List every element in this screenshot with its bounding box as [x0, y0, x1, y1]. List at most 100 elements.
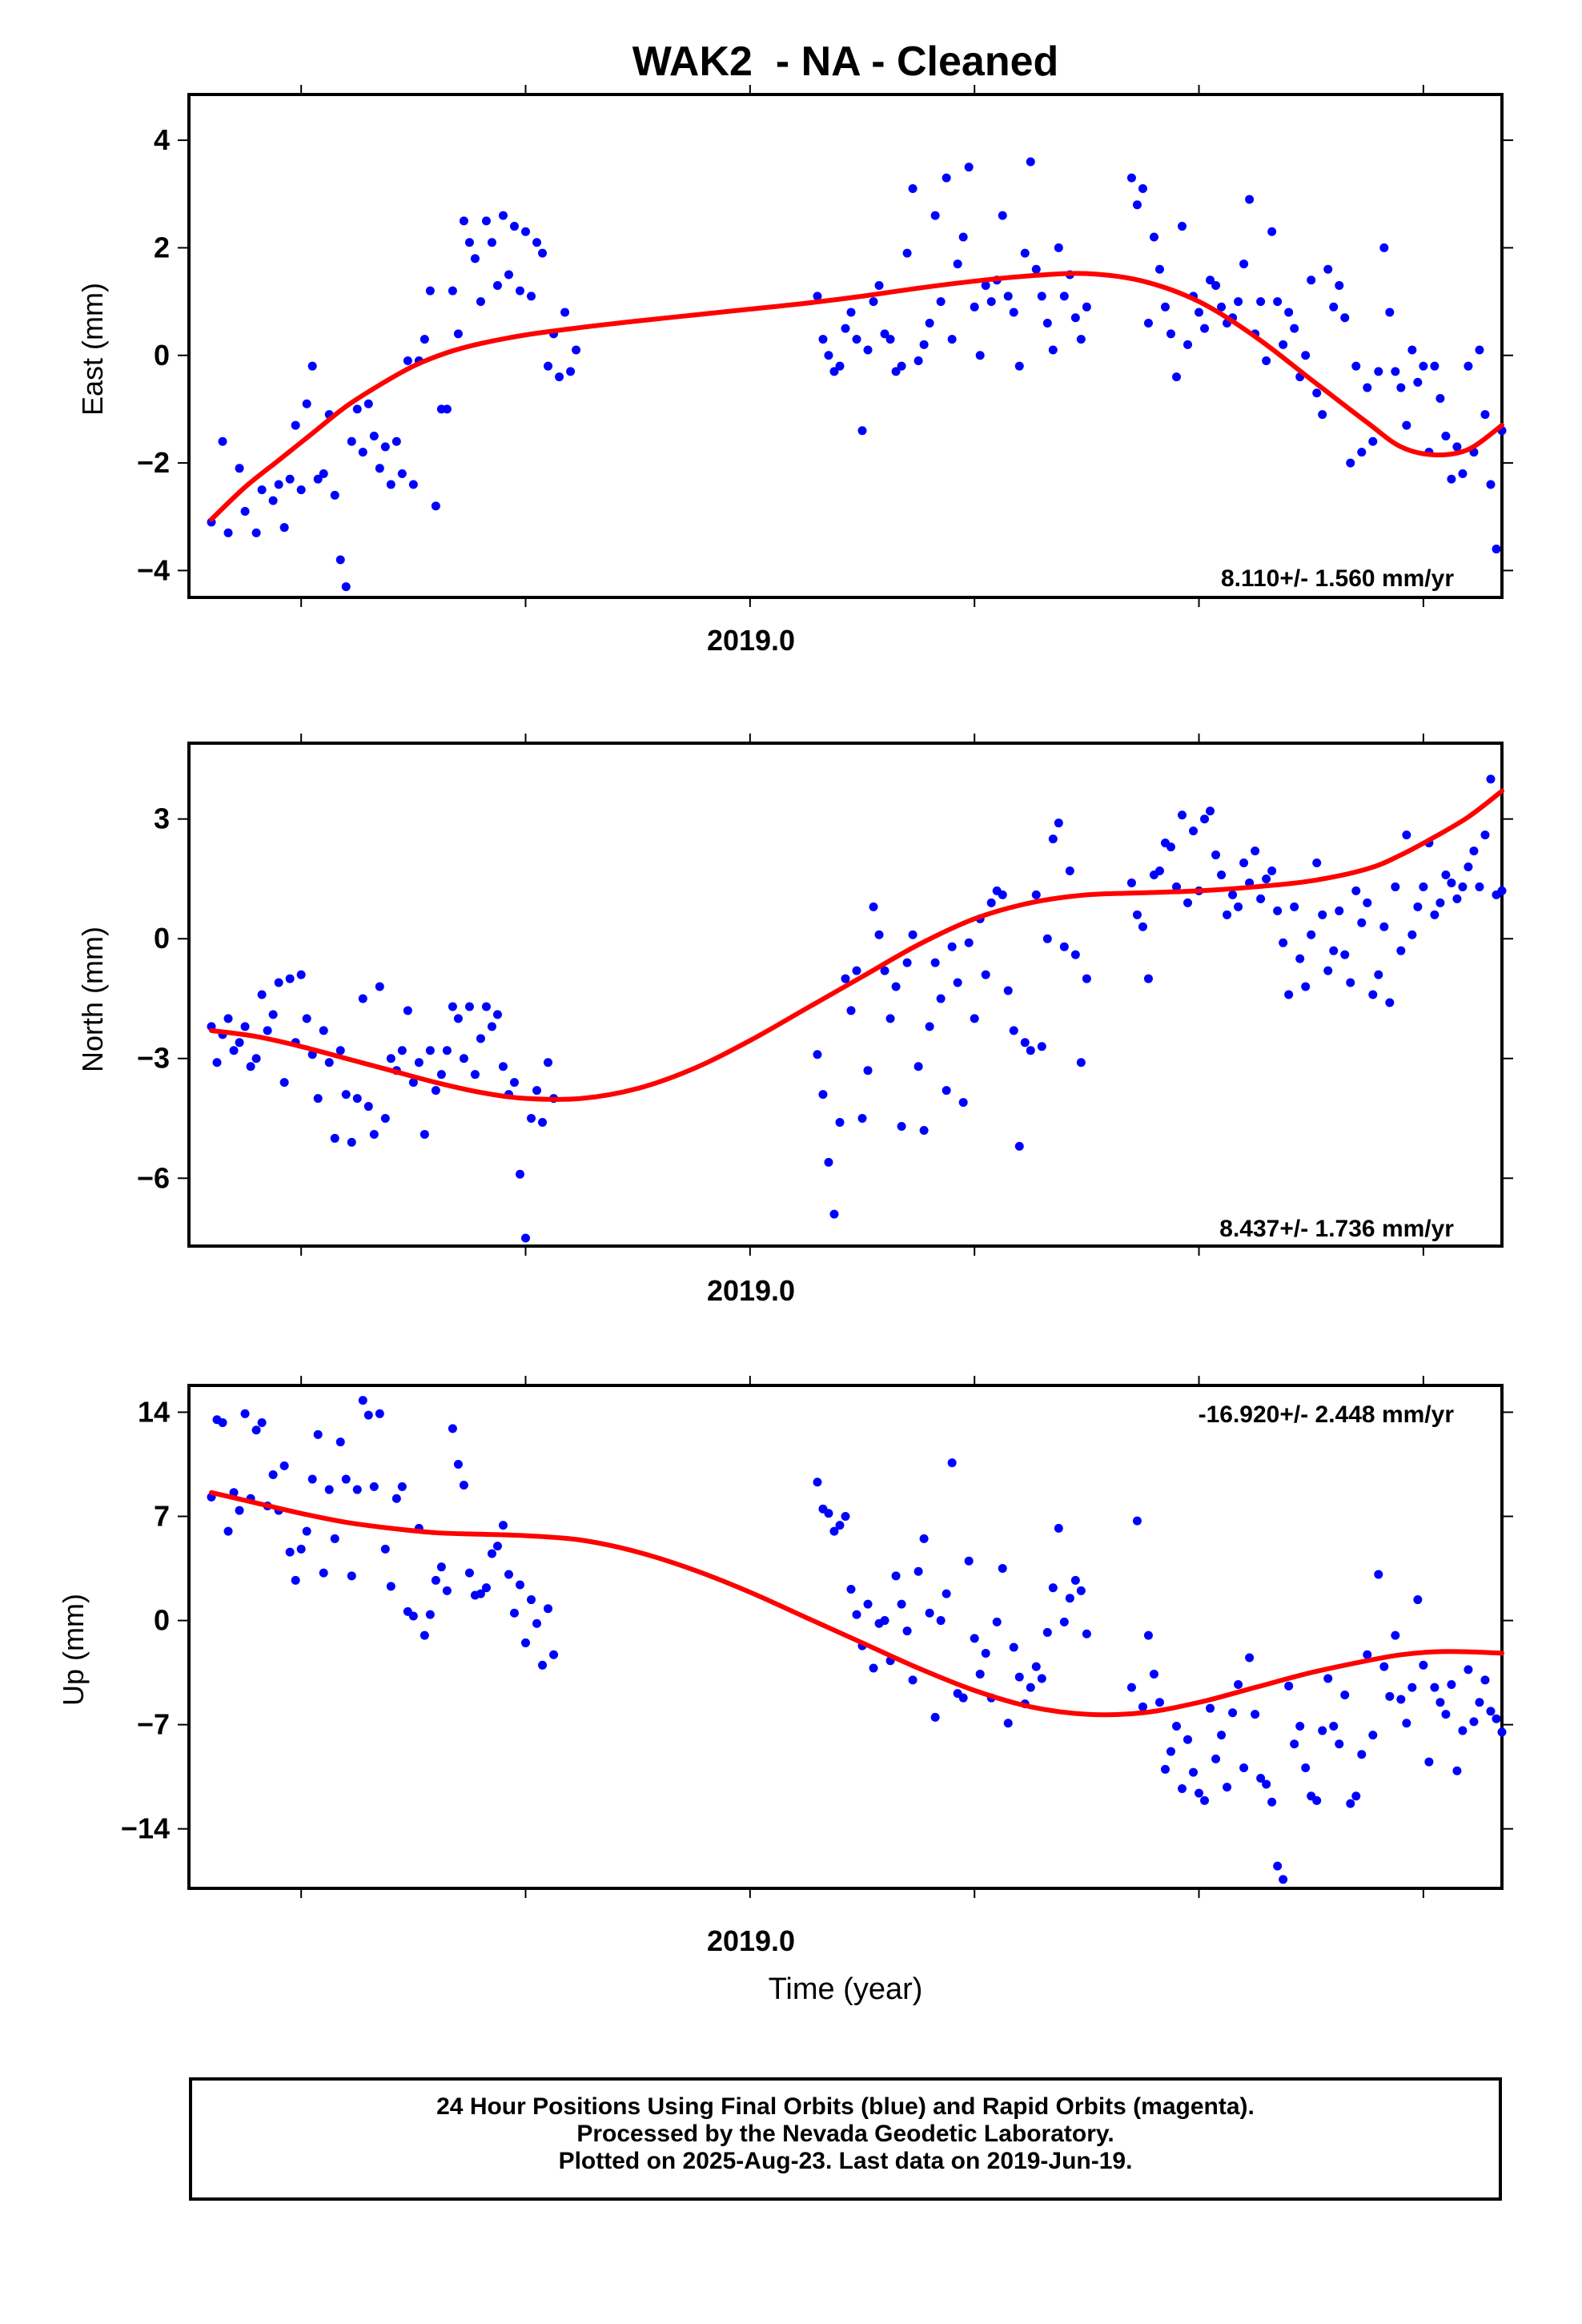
north-data-point: [1217, 870, 1227, 879]
north-data-point: [1054, 818, 1063, 828]
north-data-point: [857, 1114, 867, 1124]
up-data-point: [1195, 1788, 1204, 1798]
up-data-point: [1256, 1774, 1266, 1783]
east-data-point: [930, 211, 940, 220]
up-data-point: [1385, 1691, 1395, 1701]
north-data-point: [902, 958, 912, 967]
up-data-point: [1290, 1739, 1299, 1749]
north-data-point: [1262, 874, 1271, 883]
east-y-tick-label: −4: [137, 553, 170, 586]
up-data-point: [319, 1568, 328, 1578]
up-data-point: [341, 1474, 351, 1484]
north-data-point: [1351, 886, 1361, 895]
north-data-point: [1323, 966, 1333, 975]
north-data-point: [1464, 862, 1473, 872]
east-data-point: [835, 361, 845, 371]
east-data-point: [1492, 545, 1501, 554]
east-data-point: [498, 211, 508, 220]
up-data-point: [448, 1424, 457, 1433]
footer-note-box: 24 Hour Positions Using Final Orbits (bl…: [189, 2077, 1502, 2201]
north-data-point: [1267, 866, 1277, 875]
east-data-point: [516, 286, 525, 296]
north-data-point: [1368, 990, 1378, 999]
north-data-point: [274, 978, 283, 987]
east-data-point: [1441, 432, 1451, 441]
east-data-point: [1143, 318, 1153, 328]
north-data-point: [869, 902, 878, 911]
up-data-point: [1003, 1719, 1013, 1728]
north-data-point: [229, 1046, 239, 1055]
up-data-point: [1149, 1669, 1158, 1679]
up-data-point: [1014, 1672, 1024, 1682]
east-data-point: [1149, 232, 1158, 242]
up-data-point: [1351, 1791, 1361, 1801]
north-data-point: [1391, 882, 1400, 891]
up-data-point: [307, 1474, 317, 1484]
up-data-point: [975, 1669, 985, 1679]
east-data-point: [527, 292, 536, 301]
east-data-point: [1234, 297, 1243, 307]
up-data-point: [436, 1562, 446, 1572]
up-data-point: [352, 1485, 362, 1494]
north-data-point: [408, 1078, 418, 1088]
north-data-point: [958, 1098, 968, 1108]
up-data-point: [1357, 1750, 1367, 1759]
north-data-point: [313, 1094, 323, 1104]
north-data-point: [913, 1062, 923, 1072]
north-data-point: [268, 1010, 278, 1019]
north-data-point: [470, 1070, 480, 1080]
up-fit-curve: [209, 1490, 1504, 1718]
east-data-point: [1014, 361, 1024, 371]
north-data-point: [487, 1022, 496, 1031]
east-data-point: [268, 496, 278, 505]
east-data-point: [544, 361, 553, 371]
east-data-point: [1070, 313, 1080, 323]
east-data-point: [363, 399, 373, 408]
north-data-point: [386, 1054, 396, 1063]
up-data-point: [1217, 1731, 1227, 1740]
up-y-tick-label: −7: [137, 1708, 170, 1741]
up-data-point: [1301, 1763, 1311, 1773]
up-data-point: [992, 1617, 1002, 1626]
north-data-point: [223, 1014, 233, 1023]
north-data-point: [1312, 858, 1322, 868]
east-data-point: [285, 474, 295, 484]
east-data-point: [1217, 302, 1227, 312]
north-data-point: [240, 1022, 250, 1031]
up-data-point: [913, 1566, 923, 1576]
up-data-point: [1228, 1708, 1238, 1718]
up-data-point: [549, 1650, 559, 1659]
east-data-point: [1009, 308, 1018, 317]
north-data-point: [1082, 974, 1091, 983]
up-data-point: [1452, 1766, 1462, 1775]
up-data-point: [408, 1611, 418, 1621]
up-y-tick-label: 7: [154, 1500, 170, 1533]
up-data-point: [942, 1589, 951, 1598]
up-data-point: [1413, 1595, 1423, 1605]
east-data-point: [953, 259, 962, 269]
east-data-point: [1126, 173, 1136, 183]
north-data-point: [1031, 890, 1041, 899]
up-data-point: [358, 1396, 367, 1405]
east-data-point: [572, 345, 581, 355]
north-data-point: [358, 994, 367, 1003]
east-data-point: [1183, 340, 1193, 349]
east-data-point: [1273, 297, 1283, 307]
north-data-point: [998, 890, 1007, 899]
east-data-point: [1178, 222, 1187, 231]
up-data-point: [240, 1409, 250, 1418]
east-data-point: [852, 335, 861, 344]
north-data-point: [302, 1014, 311, 1023]
east-data-point: [1211, 280, 1221, 290]
north-data-point: [1126, 878, 1136, 887]
east-data-point: [313, 474, 323, 484]
up-data-point: [285, 1547, 295, 1557]
north-data-point: [453, 1014, 463, 1023]
east-data-point: [235, 464, 244, 473]
north-data-point: [1154, 866, 1164, 875]
up-data-point: [363, 1410, 373, 1420]
east-data-point: [403, 356, 412, 365]
north-data-point: [341, 1090, 351, 1100]
east-plot-frame: [187, 93, 1504, 599]
north-data-point: [257, 990, 267, 999]
